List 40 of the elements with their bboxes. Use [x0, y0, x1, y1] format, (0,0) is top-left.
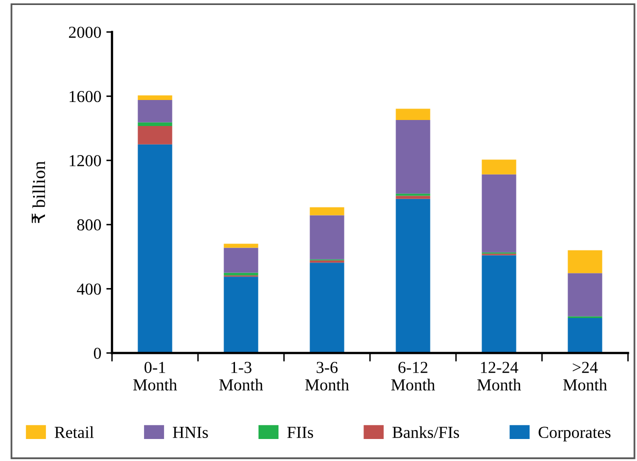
bar	[396, 196, 430, 199]
x-tick-label: 0-1 Month	[133, 362, 178, 390]
bar	[482, 174, 516, 252]
y-tick-label: 0	[94, 348, 101, 359]
bar	[482, 255, 516, 353]
y-tick-label: 2000	[68, 26, 101, 38]
bar	[482, 160, 516, 174]
bar	[138, 95, 172, 100]
bar	[568, 318, 602, 353]
bar	[224, 244, 258, 248]
x-tick-label: 1-3 Month	[219, 362, 264, 390]
legend-label: FIIs	[287, 426, 314, 438]
bar	[138, 100, 172, 122]
bar	[568, 250, 602, 274]
bar	[224, 272, 258, 276]
bar	[138, 126, 172, 144]
bar	[138, 122, 172, 126]
legend-label: Banks/FIs	[392, 426, 460, 438]
y-tick-label: 400	[76, 284, 101, 295]
bar	[224, 248, 258, 273]
bar	[310, 207, 344, 216]
y-tick-label: 1200	[70, 155, 101, 166]
legend-label: Retail	[54, 426, 94, 438]
x-tick-label: >24 Month	[563, 362, 608, 390]
y-axis-title: ₹ billion	[32, 161, 46, 224]
legend-label: HNIs	[172, 426, 208, 438]
x-tick-label: 6-12 Month	[391, 362, 436, 390]
y-tick-label: 800	[77, 219, 101, 231]
bar	[396, 198, 430, 353]
bar	[224, 276, 258, 353]
bar	[138, 144, 172, 353]
bar	[310, 215, 344, 260]
legend-label: Corporates	[538, 426, 610, 442]
y-tick-label: 1600	[70, 90, 101, 102]
bar	[396, 108, 430, 120]
bar	[396, 120, 430, 194]
x-tick-label: 12-24 Month	[477, 362, 522, 390]
bar	[568, 273, 602, 316]
x-tick-label: 3-6 Month	[305, 362, 350, 390]
bar	[310, 262, 344, 353]
